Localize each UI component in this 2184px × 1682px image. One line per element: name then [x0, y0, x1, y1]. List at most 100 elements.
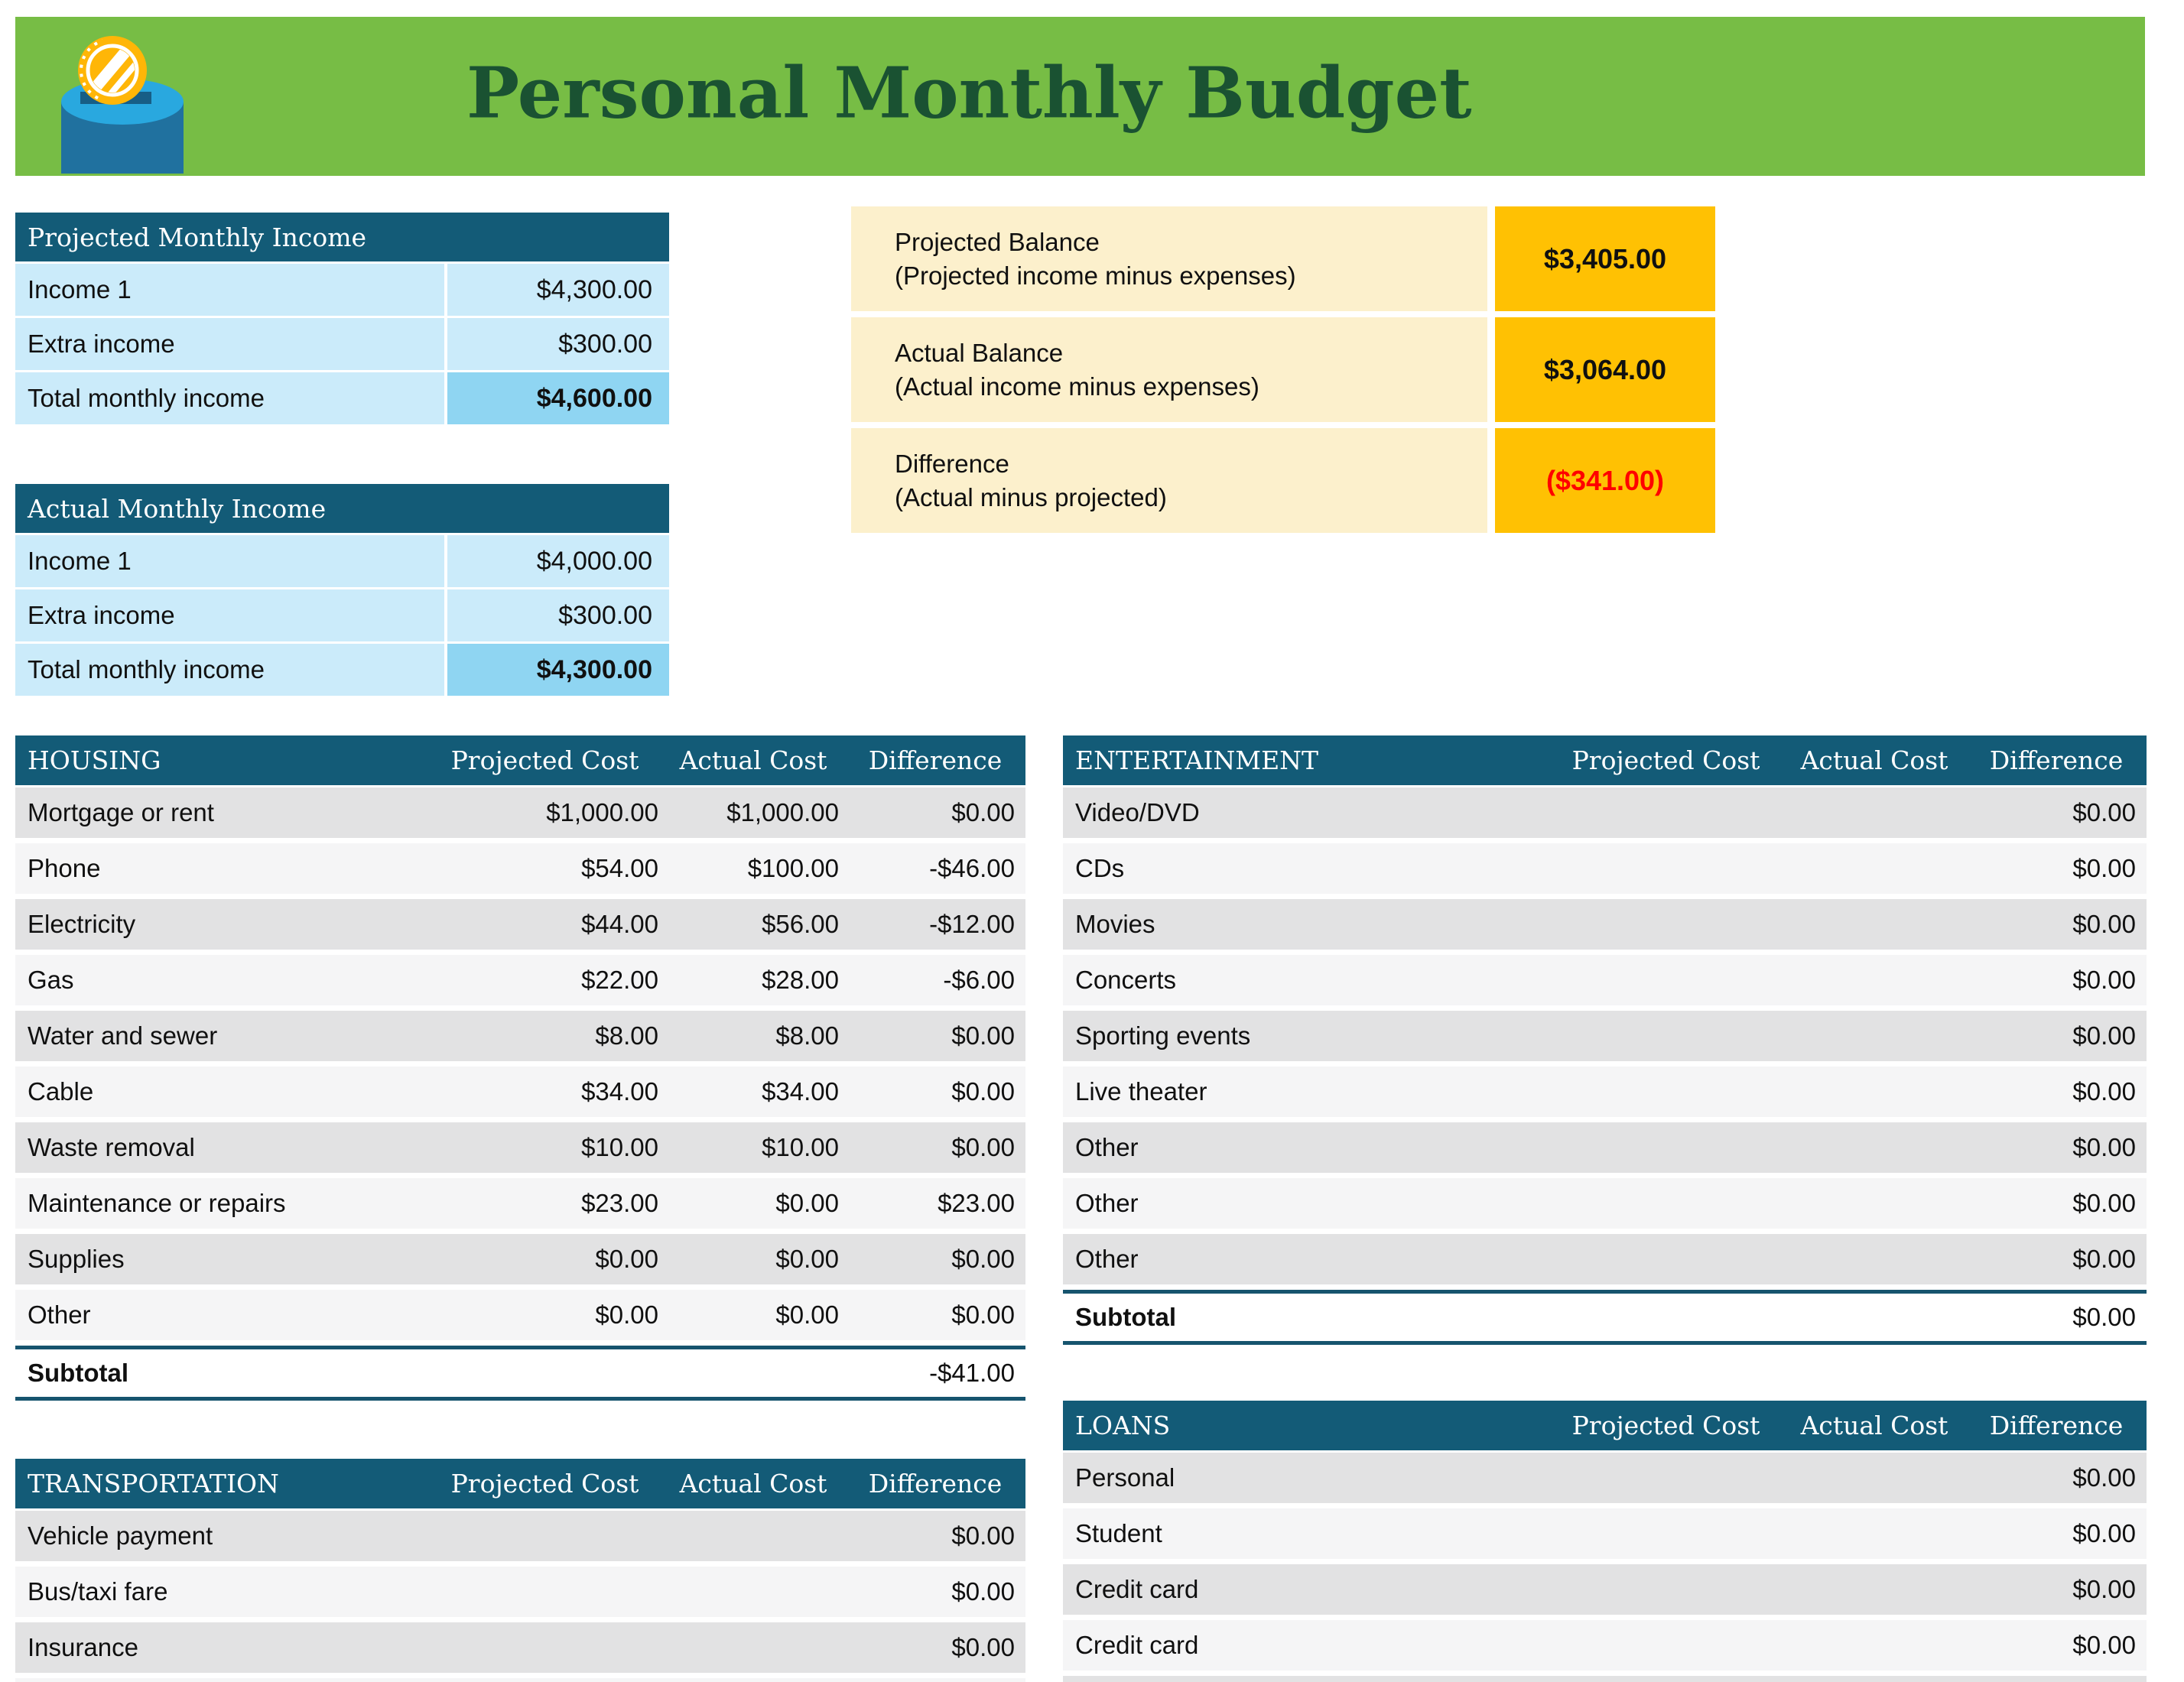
- expense-row-label[interactable]: [1063, 1676, 1549, 1682]
- expense-row-projected-cost[interactable]: [1549, 787, 1783, 838]
- expense-row-label[interactable]: Insurance: [28, 1633, 138, 1661]
- expense-row-actual-cost[interactable]: [1783, 1676, 1966, 1682]
- expense-row-actual-cost[interactable]: [661, 1678, 845, 1682]
- balance-row-label[interactable]: Actual Balance (Actual income minus expe…: [851, 317, 1487, 422]
- subtotal-projected-cost[interactable]: [428, 1349, 661, 1397]
- expense-row-actual-cost[interactable]: [661, 1567, 845, 1617]
- expense-row-difference[interactable]: $0.00: [951, 798, 1015, 826]
- expense-row-difference[interactable]: $0.00: [2072, 1463, 2136, 1492]
- income-row-label[interactable]: Extra income: [15, 318, 444, 370]
- expense-row-difference[interactable]: $0.00: [2072, 1245, 2136, 1273]
- expense-row-difference[interactable]: $0.00: [951, 1245, 1015, 1273]
- expense-row-label[interactable]: Credit card: [1075, 1575, 1199, 1603]
- expense-row-actual-cost[interactable]: [1783, 1234, 1966, 1284]
- expense-row-label[interactable]: Mortgage or rent: [28, 798, 214, 826]
- expense-row-label[interactable]: Water and sewer: [28, 1021, 218, 1050]
- expense-row-actual-cost[interactable]: [661, 1622, 845, 1673]
- expense-row-difference[interactable]: $0.00: [2072, 1133, 2136, 1161]
- expense-row-projected-cost[interactable]: [1549, 1564, 1783, 1615]
- expense-row-label[interactable]: Video/DVD: [1075, 798, 1200, 826]
- expense-row-projected-cost[interactable]: [1549, 1676, 1783, 1682]
- expense-row-projected-cost[interactable]: $34.00: [581, 1077, 658, 1106]
- balance-row-label[interactable]: Projected Balance (Projected income minu…: [851, 206, 1487, 311]
- expense-row-label[interactable]: Other: [1075, 1133, 1139, 1161]
- expense-row-difference[interactable]: $0.00: [2072, 966, 2136, 994]
- balance-row-value[interactable]: ($341.00): [1495, 428, 1715, 533]
- expense-row-label[interactable]: Waste removal: [28, 1133, 195, 1161]
- expense-row-label[interactable]: [15, 1678, 428, 1682]
- expense-row-difference[interactable]: $0.00: [2072, 910, 2136, 938]
- income-row-label[interactable]: Total monthly income: [15, 644, 444, 696]
- expense-row-difference[interactable]: [1966, 1676, 2147, 1682]
- expense-row-projected-cost[interactable]: $54.00: [581, 854, 658, 882]
- expense-row-projected-cost[interactable]: $1,000.00: [546, 798, 658, 826]
- expense-row-difference[interactable]: [845, 1678, 1025, 1682]
- expense-row-actual-cost[interactable]: $34.00: [762, 1077, 839, 1106]
- expense-row-actual-cost[interactable]: [1783, 899, 1966, 950]
- expense-row-label[interactable]: Student: [1075, 1519, 1162, 1547]
- expense-row-difference[interactable]: $0.00: [951, 1021, 1015, 1050]
- expense-row-label[interactable]: Movies: [1075, 910, 1155, 938]
- expense-row-difference[interactable]: -$12.00: [929, 910, 1015, 938]
- expense-row-actual-cost[interactable]: [1783, 1178, 1966, 1229]
- expense-row-projected-cost[interactable]: [1549, 1453, 1783, 1503]
- expense-row-difference[interactable]: $0.00: [951, 1077, 1015, 1106]
- expense-row-actual-cost[interactable]: $1,000.00: [726, 798, 839, 826]
- expense-row-difference[interactable]: $0.00: [2072, 1077, 2136, 1106]
- expense-row-actual-cost[interactable]: $0.00: [775, 1245, 839, 1273]
- expense-row-actual-cost[interactable]: [1783, 1122, 1966, 1173]
- expense-row-actual-cost[interactable]: [1783, 1620, 1966, 1671]
- expense-row-label[interactable]: Personal: [1075, 1463, 1175, 1492]
- expense-row-actual-cost[interactable]: $28.00: [762, 966, 839, 994]
- income-row-label[interactable]: Total monthly income: [15, 372, 444, 424]
- expense-row-projected-cost[interactable]: [428, 1567, 661, 1617]
- expense-row-projected-cost[interactable]: $8.00: [595, 1021, 658, 1050]
- expense-row-difference[interactable]: $23.00: [938, 1189, 1015, 1217]
- expense-row-actual-cost[interactable]: $56.00: [762, 910, 839, 938]
- expense-row-projected-cost[interactable]: [1549, 1011, 1783, 1061]
- expense-row-projected-cost[interactable]: $10.00: [581, 1133, 658, 1161]
- expense-row-projected-cost[interactable]: [1549, 1067, 1783, 1117]
- expense-row-actual-cost[interactable]: [1783, 1453, 1966, 1503]
- income-row-value[interactable]: $4,600.00: [447, 372, 669, 424]
- expense-row-difference[interactable]: $0.00: [2072, 1021, 2136, 1050]
- balance-row-value[interactable]: $3,064.00: [1495, 317, 1715, 422]
- income-row-value[interactable]: $4,000.00: [447, 535, 669, 587]
- expense-row-label[interactable]: Live theater: [1075, 1077, 1207, 1106]
- income-row-value[interactable]: $4,300.00: [447, 644, 669, 696]
- expense-row-projected-cost[interactable]: [428, 1622, 661, 1673]
- expense-row-projected-cost[interactable]: [1549, 1620, 1783, 1671]
- expense-row-projected-cost[interactable]: $23.00: [581, 1189, 658, 1217]
- income-row-label[interactable]: Income 1: [15, 535, 444, 587]
- expense-row-projected-cost[interactable]: $44.00: [581, 910, 658, 938]
- expense-row-projected-cost[interactable]: [1549, 955, 1783, 1005]
- expense-row-actual-cost[interactable]: [1783, 1508, 1966, 1559]
- expense-row-label[interactable]: Electricity: [28, 910, 136, 938]
- expense-row-difference[interactable]: $0.00: [2072, 1575, 2136, 1603]
- expense-row-difference[interactable]: $0.00: [2072, 1631, 2136, 1659]
- expense-row-actual-cost[interactable]: $0.00: [775, 1189, 839, 1217]
- expense-row-label[interactable]: Vehicle payment: [28, 1521, 213, 1550]
- expense-row-actual-cost[interactable]: $8.00: [775, 1021, 839, 1050]
- expense-row-projected-cost[interactable]: [1549, 1122, 1783, 1173]
- income-row-value[interactable]: $300.00: [447, 589, 669, 641]
- expense-row-actual-cost[interactable]: [1783, 787, 1966, 838]
- expense-row-difference[interactable]: $0.00: [2072, 1519, 2136, 1547]
- income-row-value[interactable]: $4,300.00: [447, 264, 669, 316]
- expense-row-label[interactable]: Phone: [28, 854, 101, 882]
- subtotal-actual-cost[interactable]: [661, 1349, 845, 1397]
- expense-row-projected-cost[interactable]: $22.00: [581, 966, 658, 994]
- balance-row-label[interactable]: Difference (Actual minus projected): [851, 428, 1487, 533]
- expense-row-projected-cost[interactable]: $0.00: [595, 1245, 658, 1273]
- expense-row-projected-cost[interactable]: $0.00: [595, 1300, 658, 1329]
- subtotal-projected-cost[interactable]: [1549, 1294, 1783, 1341]
- expense-row-difference[interactable]: $0.00: [2072, 1189, 2136, 1217]
- balance-row-value[interactable]: $3,405.00: [1495, 206, 1715, 311]
- expense-row-projected-cost[interactable]: [428, 1511, 661, 1561]
- expense-row-actual-cost[interactable]: [1783, 1011, 1966, 1061]
- expense-row-label[interactable]: Gas: [28, 966, 74, 994]
- expense-row-label[interactable]: Other: [28, 1300, 91, 1329]
- expense-row-label[interactable]: Cable: [28, 1077, 94, 1106]
- subtotal-difference[interactable]: -$41.00: [929, 1359, 1015, 1387]
- expense-row-actual-cost[interactable]: [1783, 843, 1966, 894]
